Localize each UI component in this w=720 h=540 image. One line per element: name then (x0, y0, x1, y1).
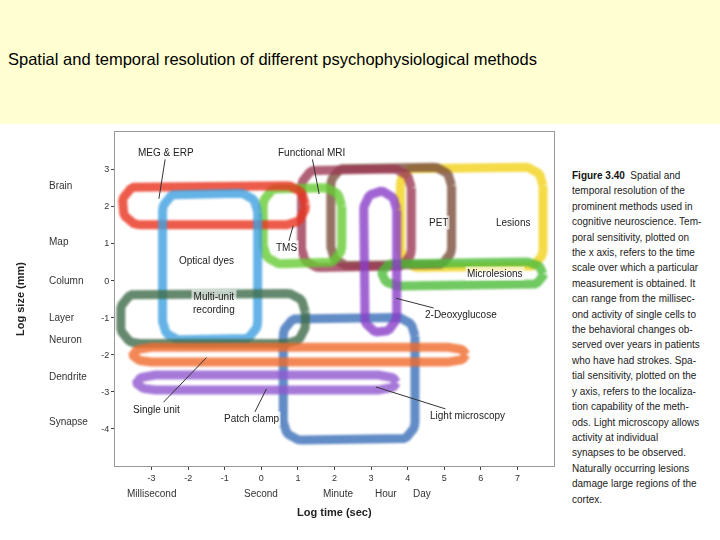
svg-text:Microlesions: Microlesions (467, 268, 523, 279)
svg-text:Light microscopy: Light microscopy (430, 410, 505, 421)
html-text:the x axis, refers to the time: the x axis, refers to the time (572, 247, 695, 258)
html-text:tial sensitivity, plotted on t: tial sensitivity, plotted on the (572, 370, 697, 382)
svg-text:1: 1 (104, 238, 109, 248)
svg-text:Millisecond: Millisecond (127, 488, 176, 499)
svg-text:PET: PET (429, 217, 448, 228)
html-text:damage large regions of the: damage large regions of the (572, 478, 697, 490)
svg-text:Second: Second (244, 488, 278, 499)
svg-text:Synapse: Synapse (49, 416, 88, 427)
svg-text:Log size (mm): Log size (mm) (14, 262, 26, 336)
html-text:activity at individual: activity at individual (572, 431, 659, 443)
html-text:y axis, refers to the localiza: y axis, refers to the localiza- (572, 385, 696, 397)
svg-text:7: 7 (515, 473, 520, 483)
svg-text:1: 1 (295, 473, 300, 483)
html-text:Spatial and temporal resolutio: Spatial and temporal resolution of diffe… (8, 50, 537, 68)
svg-text:Lesions: Lesions (496, 217, 530, 228)
svg-text:2: 2 (332, 473, 337, 483)
html-text:ods. Light microscopy allows: ods. Light microscopy allows (572, 416, 700, 428)
svg-text:Multi-unitrecording: Multi-unitrecording (193, 291, 235, 315)
svg-text:-1: -1 (101, 313, 109, 323)
html-text:temporal resolution of the: temporal resolution of the (572, 185, 685, 197)
html-text:synapses to be observed.: synapses to be observed. (572, 447, 686, 459)
svg-text:Neuron: Neuron (49, 334, 82, 345)
svg-text:Functional MRI: Functional MRI (278, 147, 345, 158)
svg-text:2-Deoxyglucose: 2-Deoxyglucose (425, 309, 497, 320)
html-text:cognitive neuroscience. Tem-: cognitive neuroscience. Tem- (572, 216, 702, 228)
html-text:scale over which a particular: scale over which a particular (572, 262, 699, 274)
svg-text:Optical dyes: Optical dyes (179, 255, 234, 266)
svg-text:Map: Map (49, 236, 69, 247)
html-text:Figure 3.40 Spatial and: Figure 3.40 Spatial and (572, 170, 681, 181)
html-text:Naturally occurring lesions: Naturally occurring lesions (572, 462, 690, 474)
svg-text:2: 2 (104, 201, 109, 211)
svg-text:Hour: Hour (375, 488, 397, 499)
svg-text:0: 0 (104, 276, 109, 286)
svg-text:-2: -2 (184, 473, 192, 483)
html-text:prominent methods used in: prominent methods used in (572, 200, 693, 212)
html-text:poral sensitivity, plotted on: poral sensitivity, plotted on (572, 231, 690, 243)
html-text:ond activity of single cells t: ond activity of single cells to (572, 308, 696, 320)
svg-text:-3: -3 (101, 387, 109, 397)
html-text:who have had strokes. Spa-: who have had strokes. Spa- (572, 354, 696, 366)
html-text:measurement is obtained. It: measurement is obtained. It (572, 277, 696, 289)
svg-text:MEG & ERP: MEG & ERP (138, 147, 194, 158)
svg-text:Layer: Layer (49, 312, 75, 323)
svg-text:5: 5 (442, 473, 447, 483)
html-text:served over years in patients: served over years in patients (572, 339, 700, 351)
svg-text:Single unit: Single unit (133, 404, 180, 415)
svg-text:-2: -2 (101, 350, 109, 360)
svg-text:6: 6 (478, 473, 483, 483)
svg-text:Column: Column (49, 275, 83, 286)
svg-text:Minute: Minute (323, 488, 353, 499)
svg-text:-3: -3 (148, 473, 156, 483)
html-text:cortex.: cortex. (572, 493, 602, 505)
svg-text:Day: Day (413, 488, 431, 499)
svg-text:3: 3 (104, 164, 109, 174)
svg-text:Dendrite: Dendrite (49, 371, 87, 382)
svg-text:3: 3 (369, 473, 374, 483)
svg-text:-1: -1 (221, 473, 229, 483)
svg-text:Log time (sec): Log time (sec) (297, 506, 372, 518)
svg-text:4: 4 (405, 473, 410, 483)
svg-text:0: 0 (259, 473, 264, 483)
svg-text:TMS: TMS (276, 242, 297, 253)
html-text:tion capability of the meth-: tion capability of the meth- (572, 401, 689, 413)
svg-text:Patch clamp: Patch clamp (224, 413, 279, 424)
html-text:can range from the millisec-: can range from the millisec- (572, 293, 695, 305)
svg-text:Brain: Brain (49, 180, 72, 191)
html-text:the behavioral changes ob-: the behavioral changes ob- (572, 324, 693, 336)
svg-text:-4: -4 (101, 424, 109, 434)
